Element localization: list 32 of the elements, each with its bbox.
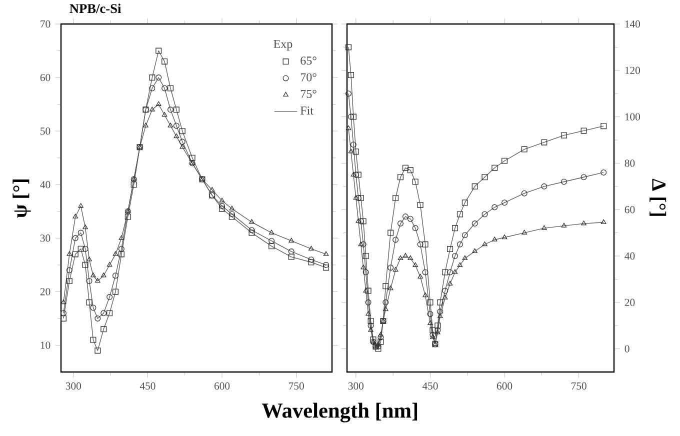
x-tick-label: 450 xyxy=(422,382,438,390)
y-tick-label: 40 xyxy=(624,252,635,260)
legend-title: Exp xyxy=(274,40,292,50)
y-tick-label: 0 xyxy=(624,345,630,352)
x-tick-label: 300 xyxy=(348,382,364,390)
y-tick-label: 60 xyxy=(624,206,635,214)
legend-label: 65° xyxy=(300,56,316,65)
y-tick-label: 60 xyxy=(40,74,50,82)
y-tick-label: 100 xyxy=(625,113,640,120)
y-axis-title: ψ [°] xyxy=(12,179,31,218)
legend-label: Fit xyxy=(300,106,314,115)
x-tick-label: 450 xyxy=(140,382,156,390)
x-tick-label: 750 xyxy=(572,382,586,390)
x-tick-label: 600 xyxy=(214,382,230,390)
y-tick-label: 70 xyxy=(40,20,50,28)
x-axis-title: Wavelength [nm] xyxy=(262,402,418,422)
y-tick-label: 120 xyxy=(625,66,640,74)
y-tick-label: 40 xyxy=(40,181,50,188)
y-axis-title: Δ [°] xyxy=(650,178,666,216)
y-tick-label: 20 xyxy=(624,298,635,306)
x-tick-label: 300 xyxy=(66,382,81,390)
y-tick-label: 10 xyxy=(40,342,50,349)
chart-title: NPB/c-Si xyxy=(70,4,122,14)
y-tick-label: 80 xyxy=(624,160,635,167)
x-tick-label: 600 xyxy=(496,382,512,390)
y-tick-label: 50 xyxy=(40,127,50,135)
y-tick-label: 20 xyxy=(40,288,50,296)
x-tick-label: 750 xyxy=(289,382,304,390)
legend-label: 75° xyxy=(300,90,316,98)
y-tick-label: 30 xyxy=(40,234,50,242)
legend-label: 70° xyxy=(300,73,316,82)
y-tick-label: 140 xyxy=(625,20,640,28)
